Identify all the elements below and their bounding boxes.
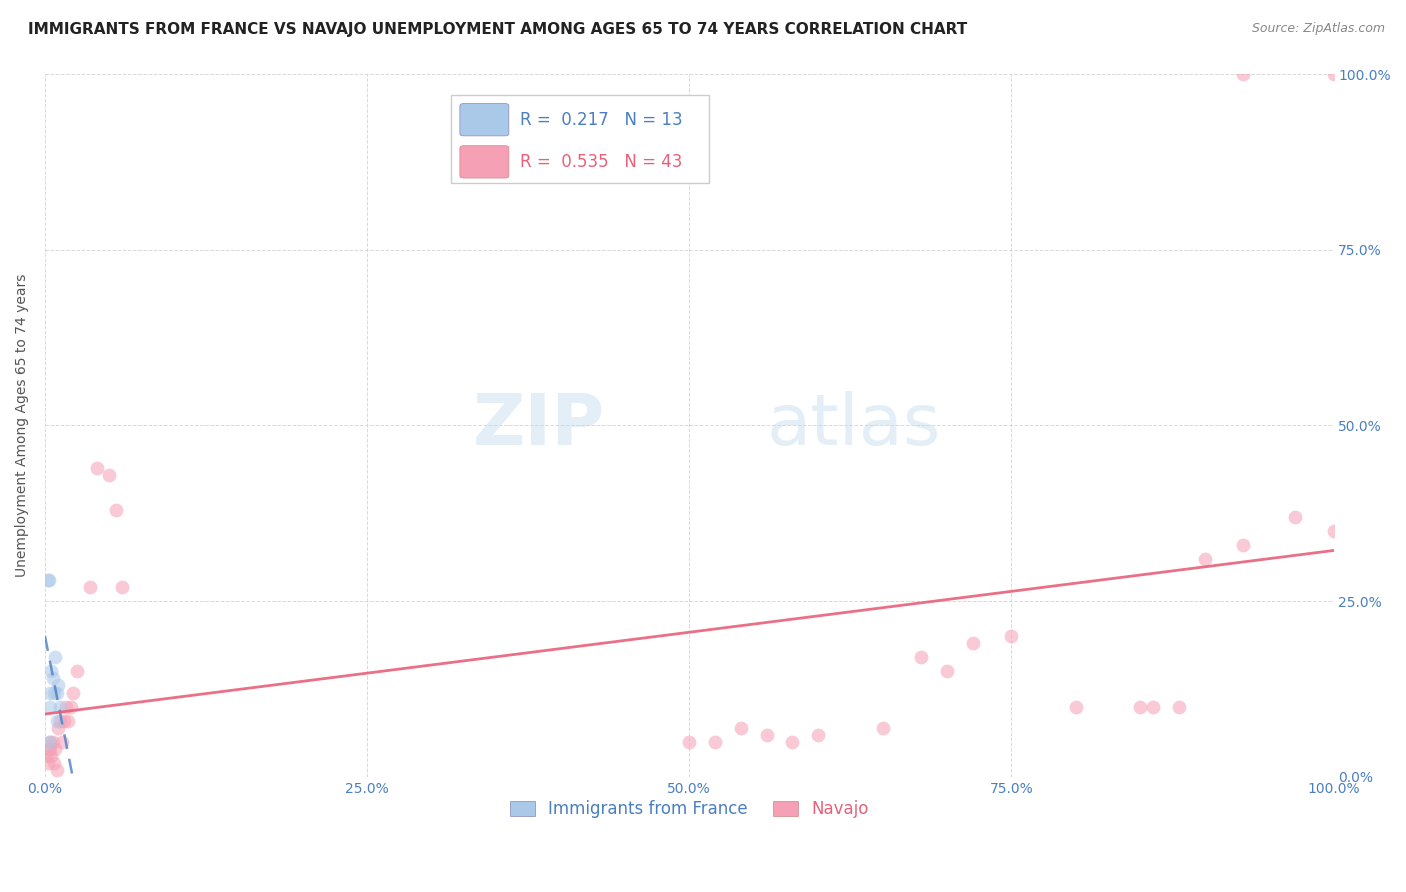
Point xyxy=(962,636,984,650)
Point xyxy=(1284,509,1306,524)
Point xyxy=(782,735,804,749)
Point xyxy=(1129,699,1152,714)
Point xyxy=(38,735,60,749)
Point xyxy=(42,756,65,770)
Text: atlas: atlas xyxy=(766,391,941,460)
Point xyxy=(55,699,77,714)
Point xyxy=(111,580,134,594)
Point xyxy=(41,735,63,749)
Text: R =  0.535   N = 43: R = 0.535 N = 43 xyxy=(520,153,683,171)
Point xyxy=(678,735,700,749)
Point xyxy=(1322,524,1344,538)
Point xyxy=(39,685,62,699)
Text: ZIP: ZIP xyxy=(474,391,606,460)
Point xyxy=(46,721,69,735)
Point xyxy=(42,685,65,699)
Point xyxy=(66,665,89,679)
Point xyxy=(41,665,63,679)
Point xyxy=(704,735,727,749)
Y-axis label: Unemployment Among Ages 65 to 74 years: Unemployment Among Ages 65 to 74 years xyxy=(15,274,30,577)
Point xyxy=(86,460,108,475)
Text: IMMIGRANTS FROM FRANCE VS NAVAJO UNEMPLOYMENT AMONG AGES 65 TO 74 YEARS CORRELAT: IMMIGRANTS FROM FRANCE VS NAVAJO UNEMPLO… xyxy=(28,22,967,37)
Point xyxy=(45,763,67,777)
Point xyxy=(45,714,67,728)
Point xyxy=(39,699,62,714)
Point xyxy=(1232,538,1254,552)
Point xyxy=(51,735,73,749)
Point xyxy=(1064,699,1087,714)
Point xyxy=(62,685,84,699)
Point xyxy=(730,721,752,735)
FancyBboxPatch shape xyxy=(451,95,709,183)
Point xyxy=(1322,67,1344,81)
Point xyxy=(45,685,67,699)
Point xyxy=(37,756,59,770)
Point xyxy=(755,728,778,742)
Point xyxy=(38,573,60,587)
Point xyxy=(41,748,63,763)
Point xyxy=(1194,552,1216,566)
Legend: Immigrants from France, Navajo: Immigrants from France, Navajo xyxy=(503,793,876,825)
Point xyxy=(44,650,66,665)
Point xyxy=(49,714,72,728)
Point xyxy=(41,672,63,686)
Point xyxy=(104,503,127,517)
Point xyxy=(98,467,121,482)
Point xyxy=(44,741,66,756)
Point xyxy=(807,728,830,742)
Point xyxy=(39,735,62,749)
Point xyxy=(35,748,58,763)
Point xyxy=(910,650,932,665)
Point xyxy=(46,678,69,692)
Point xyxy=(56,714,79,728)
Point xyxy=(49,699,72,714)
Point xyxy=(872,721,894,735)
Text: Source: ZipAtlas.com: Source: ZipAtlas.com xyxy=(1251,22,1385,36)
Point xyxy=(1167,699,1189,714)
Point xyxy=(38,741,60,756)
Point xyxy=(1232,67,1254,81)
Point xyxy=(1000,629,1022,643)
Text: R =  0.217   N = 13: R = 0.217 N = 13 xyxy=(520,111,683,128)
Point xyxy=(53,714,76,728)
Point xyxy=(1142,699,1164,714)
Point xyxy=(59,699,82,714)
Point xyxy=(936,665,959,679)
Point xyxy=(39,741,62,756)
Point xyxy=(37,573,59,587)
Point xyxy=(79,580,101,594)
FancyBboxPatch shape xyxy=(460,145,509,178)
FancyBboxPatch shape xyxy=(460,103,509,136)
